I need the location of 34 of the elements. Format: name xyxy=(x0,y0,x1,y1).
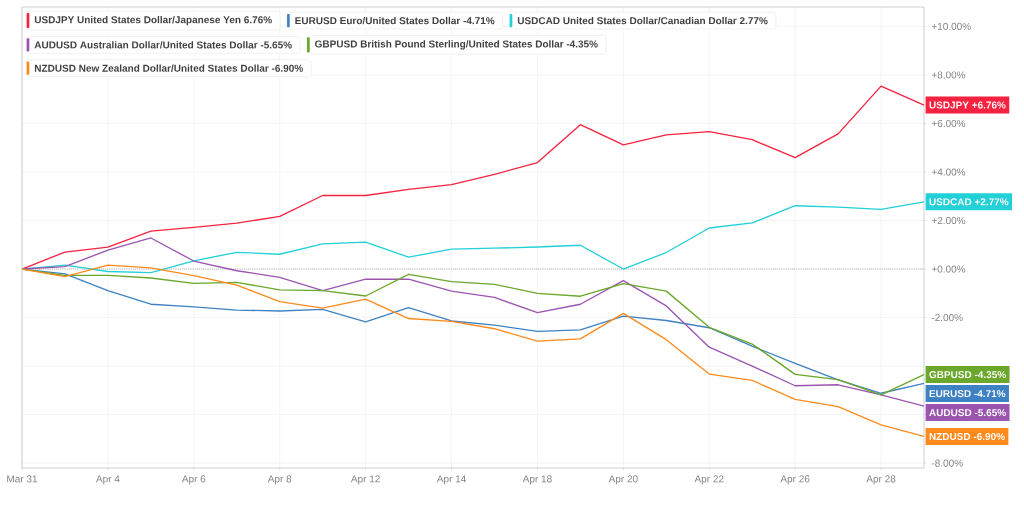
legend-label: NZDUSD New Zealand Dollar/United States Dollar -6.90% xyxy=(34,64,303,72)
y-tick-label: -8.00% xyxy=(931,459,963,467)
x-tick-label: Mar 31 xyxy=(7,475,38,483)
line-series xyxy=(21,264,925,438)
x-tick-label: Apr 4 xyxy=(95,475,120,485)
x-tick-label: Apr 14 xyxy=(436,475,466,485)
x-tick-label: Apr 12 xyxy=(350,475,380,485)
y-tick-label: +2.00% xyxy=(931,216,966,225)
x-tick-label: Apr 22 xyxy=(694,475,724,485)
y-tick-label: +10.00% xyxy=(931,22,971,30)
data-label: USDCAD +2.77% xyxy=(929,198,1009,206)
x-tick-label: Apr 8 xyxy=(267,475,292,485)
data-label: GBPUSD -4.35% xyxy=(929,371,1006,379)
legend-label: GBPUSD British Pound Sterling/United States Dollar -4.35% xyxy=(315,40,598,50)
y-tick-label: +0.00% xyxy=(931,265,966,273)
y-tick-label: -2.00% xyxy=(931,314,963,322)
line-series xyxy=(21,237,925,407)
x-tick-label: Apr 26 xyxy=(780,475,810,485)
y-tick-label: +4.00% xyxy=(931,168,966,176)
data-label: NZDUSD -6.90% xyxy=(929,432,1005,440)
y-tick-label: +8.00% xyxy=(931,71,966,79)
x-tick-label: Apr 18 xyxy=(522,475,552,485)
line-series xyxy=(21,85,925,270)
data-label: EURUSD -4.71% xyxy=(929,390,1006,398)
y-tick-label: +6.00% xyxy=(931,119,966,128)
data-label: AUDUSD -5.65% xyxy=(929,409,1006,417)
legend-label: EURUSD Euro/United States Dollar -4.71% xyxy=(295,16,495,25)
x-tick-label: Apr 28 xyxy=(866,475,896,485)
legend-label: USDCAD United States Dollar/Canadian Dollar 2.77% xyxy=(517,16,768,25)
x-tick-label: Apr 20 xyxy=(608,475,638,485)
data-label: USDJPY +6.76% xyxy=(929,101,1006,109)
legend-label: USDJPY United States Dollar/Japanese Yen 6.76% xyxy=(34,15,272,26)
legend-label: AUDUSD Australian Dollar/United States Dollar -5.65% xyxy=(34,41,292,49)
x-tick-label: Apr 6 xyxy=(181,475,206,485)
